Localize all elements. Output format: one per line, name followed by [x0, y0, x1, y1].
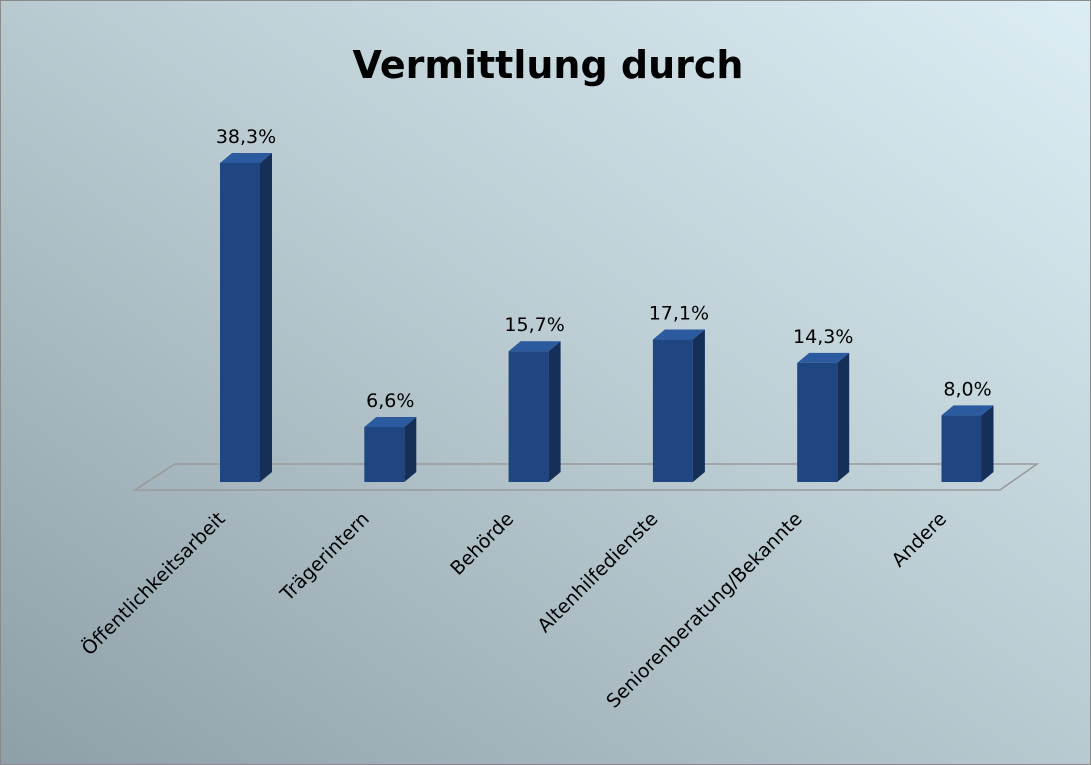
value-label: 17,1%: [649, 303, 709, 325]
bar: [220, 162, 260, 482]
bar-side: [404, 417, 417, 482]
bar: [941, 415, 982, 482]
bar-side: [548, 341, 561, 482]
bar-top: [797, 352, 850, 363]
floor: [132, 463, 1040, 491]
value-label: 15,7%: [504, 314, 564, 336]
bar: [364, 427, 405, 482]
value-label: 6,6%: [366, 390, 414, 412]
bar-side: [260, 152, 272, 482]
bar: [652, 339, 693, 482]
bar-top: [220, 152, 272, 163]
chart-title: Vermittlung durch: [353, 43, 744, 87]
value-label: 14,3%: [793, 326, 853, 348]
bar-top: [364, 417, 417, 428]
bar: [508, 351, 549, 482]
bar-side: [692, 329, 705, 482]
bar: [797, 362, 838, 482]
value-label: 38,3%: [216, 126, 276, 148]
bar-top: [941, 405, 994, 416]
bar-side: [837, 352, 850, 482]
bar-top: [508, 341, 561, 352]
bar-side: [981, 405, 994, 482]
bar-top: [652, 329, 705, 340]
value-label: 8,0%: [943, 378, 991, 400]
